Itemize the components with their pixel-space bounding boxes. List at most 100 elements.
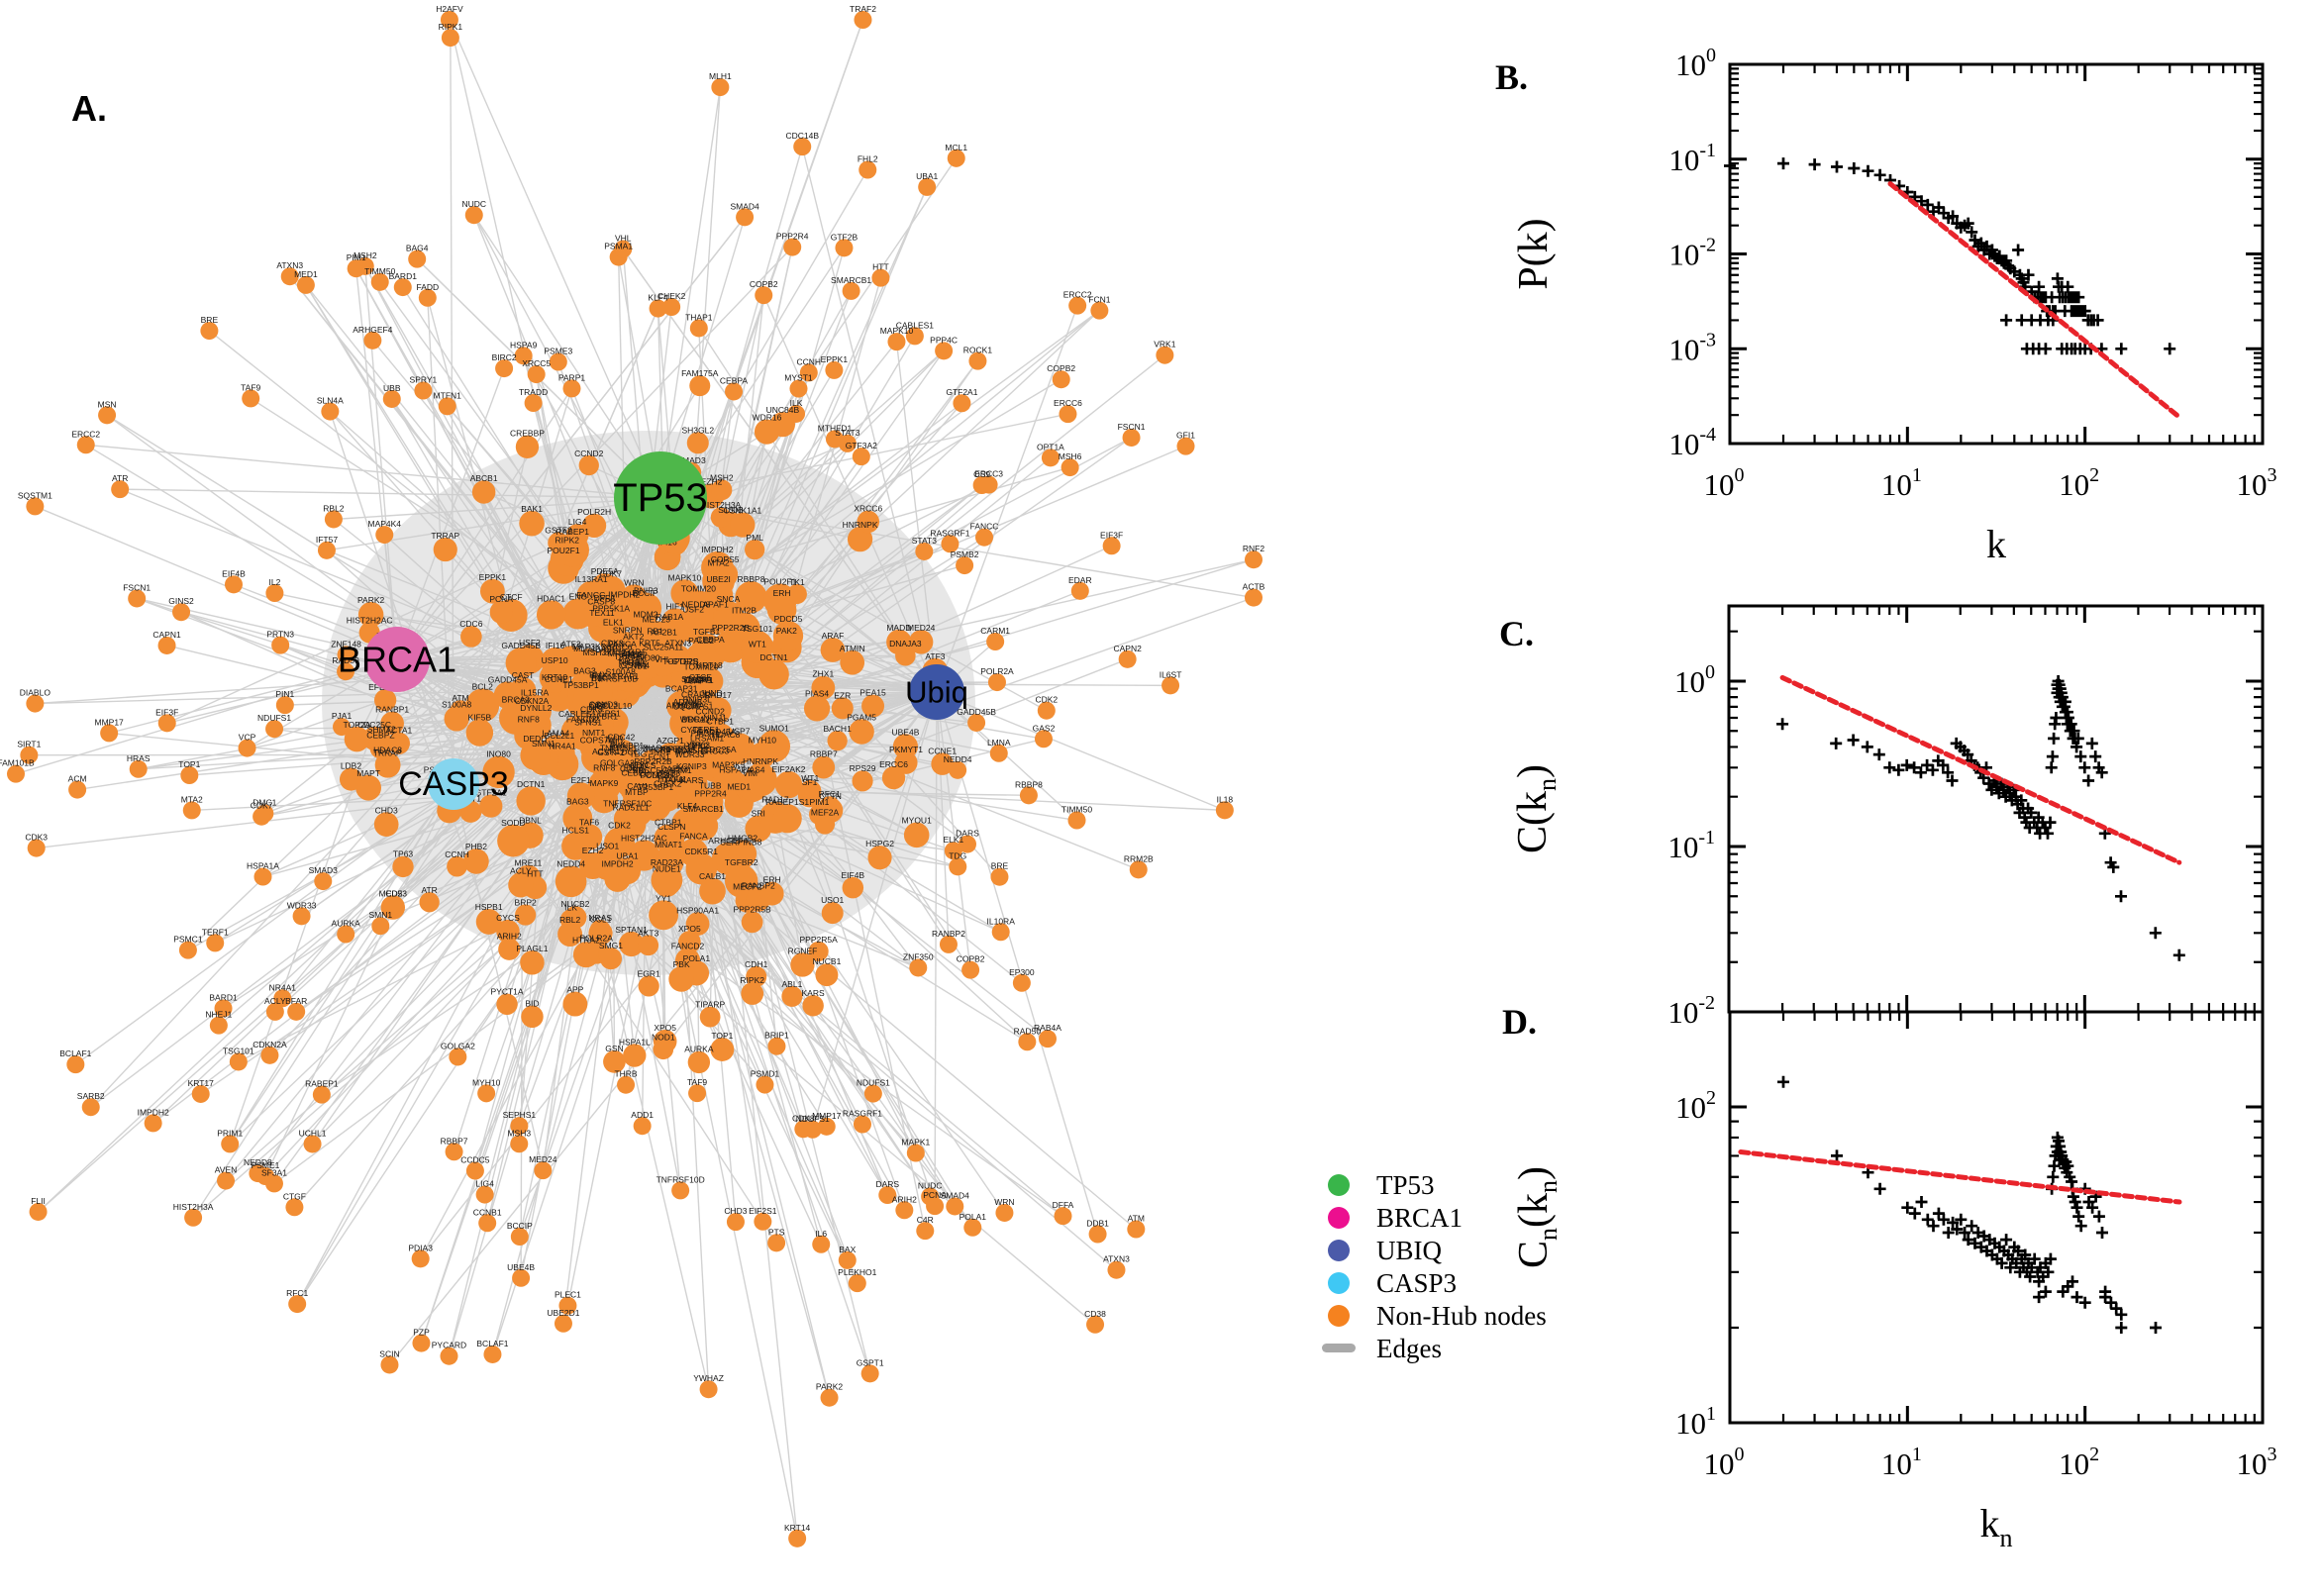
network-node — [1059, 405, 1077, 424]
network-edge — [15, 658, 398, 775]
node-label: MAP3K5 — [572, 642, 606, 651]
node-label: FHL2 — [858, 154, 878, 164]
network-node — [418, 288, 437, 307]
network-node — [797, 784, 822, 808]
x-tick-label: 100 — [1704, 464, 1745, 502]
panel-b-label: B. — [1495, 57, 1528, 97]
node-label: VHL — [655, 654, 671, 664]
network-node — [100, 724, 119, 743]
node-label: GAS2 — [1033, 723, 1056, 733]
network-node — [1088, 1225, 1107, 1244]
node-label: SLC25A11 — [644, 642, 684, 651]
node-label: DNAJA3 — [889, 639, 922, 648]
network-edge — [801, 146, 938, 693]
node-label: FAM175A — [681, 368, 719, 378]
network-node — [827, 731, 848, 751]
node-label: IL6 — [815, 1229, 827, 1239]
node-label: PPP2R5B — [733, 904, 771, 914]
node-label: BAK1 — [521, 504, 543, 514]
network-node — [548, 532, 569, 553]
network-node — [767, 1037, 786, 1055]
node-label: USP10 — [542, 655, 568, 665]
node-label: ADAM8 — [673, 697, 703, 707]
network-node — [445, 1143, 463, 1161]
node-label: RAB4A — [1034, 1023, 1061, 1033]
node-label: RB1 — [647, 626, 663, 636]
network-node — [375, 754, 399, 778]
node-label: WDR16 — [753, 413, 782, 423]
network-node — [29, 1202, 48, 1221]
network-node — [967, 713, 986, 732]
legend-item: UBIQ — [1328, 1236, 1442, 1265]
network-node — [393, 278, 412, 297]
network-edge — [709, 558, 1255, 682]
node-label: NDUFS1 — [857, 1078, 890, 1088]
node-label: INO80 — [486, 749, 511, 759]
network-node — [520, 950, 545, 975]
node-label: TRRAP — [431, 531, 459, 541]
network-node — [347, 259, 365, 278]
network-node — [497, 824, 530, 857]
network-edge — [388, 691, 938, 1365]
node-label: RIPK2 — [555, 536, 579, 546]
node-label: DARS — [956, 829, 979, 839]
network-node — [288, 1295, 307, 1314]
node-label: PTS — [768, 1227, 785, 1237]
node-label: ARHGEF4 — [353, 325, 392, 335]
node-label: RPS29 — [850, 763, 876, 773]
network-node — [1012, 973, 1031, 992]
node-label: BNIP3 — [634, 585, 658, 595]
node-label: CCNE1 — [928, 746, 957, 755]
network-node — [995, 1203, 1014, 1222]
node-label: VRK1 — [1154, 340, 1175, 349]
node-label: CCNE1 — [545, 674, 573, 684]
node-label: HSPA1L — [619, 1037, 651, 1047]
network-node — [916, 1222, 935, 1241]
network-node — [689, 319, 708, 338]
node-label: RRM2B — [1124, 853, 1154, 863]
network-node — [271, 636, 290, 654]
node-label: C4R — [917, 1215, 934, 1225]
network-node — [908, 630, 934, 654]
network-node — [200, 322, 219, 341]
network-node — [671, 1181, 690, 1200]
network-node — [975, 528, 994, 547]
network-edge — [695, 484, 990, 736]
network-node — [157, 636, 176, 654]
network-node — [815, 963, 839, 987]
node-label: SMAD3 — [676, 455, 706, 465]
network-node — [26, 694, 45, 713]
node-label: MTA2 — [708, 558, 730, 568]
node-label: CTBP1 — [655, 818, 682, 828]
node-label: BRE — [991, 861, 1009, 871]
x-tick-label: 102 — [2059, 1444, 2099, 1481]
network-node — [412, 1334, 431, 1352]
network-node — [591, 573, 619, 601]
y-tick-label: 100 — [1674, 661, 1715, 699]
node-label: OS9 — [973, 469, 990, 479]
node-label: TOP1 — [711, 1031, 733, 1041]
node-label: IFI16 — [546, 641, 565, 650]
network-node — [623, 1044, 647, 1067]
network-node — [956, 556, 974, 575]
node-label: TCAP — [683, 675, 706, 685]
network-edge — [708, 680, 798, 1539]
network-node — [788, 1529, 807, 1547]
node-label: XRCC6 — [604, 643, 633, 652]
node-label: TRRAP — [373, 748, 402, 757]
node-label: ERCC3 — [974, 469, 1003, 479]
node-label: PSMB2 — [951, 549, 979, 559]
node-label: BRCA2 — [681, 715, 710, 725]
network-node — [787, 404, 806, 423]
network-node — [579, 851, 607, 879]
node-label: RAD51L1 — [613, 802, 650, 812]
network-edge — [684, 641, 996, 722]
network-node — [892, 734, 919, 759]
network-node — [979, 475, 998, 494]
node-label: AZGP1 — [656, 736, 684, 746]
node-label: CABLES1 — [558, 709, 597, 719]
network-node — [475, 909, 502, 935]
node-label: UCHL1 — [299, 1128, 327, 1138]
node-label: SUMO1 — [759, 723, 790, 733]
node-label: IL6R — [606, 734, 624, 744]
